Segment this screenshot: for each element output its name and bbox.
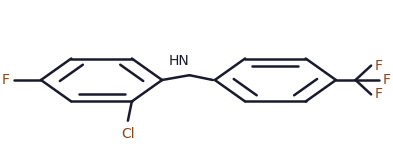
Text: F: F [375,59,383,73]
Text: F: F [383,73,391,87]
Text: F: F [375,87,383,101]
Text: Cl: Cl [121,127,135,141]
Text: F: F [2,73,10,87]
Text: HN: HN [168,54,189,68]
